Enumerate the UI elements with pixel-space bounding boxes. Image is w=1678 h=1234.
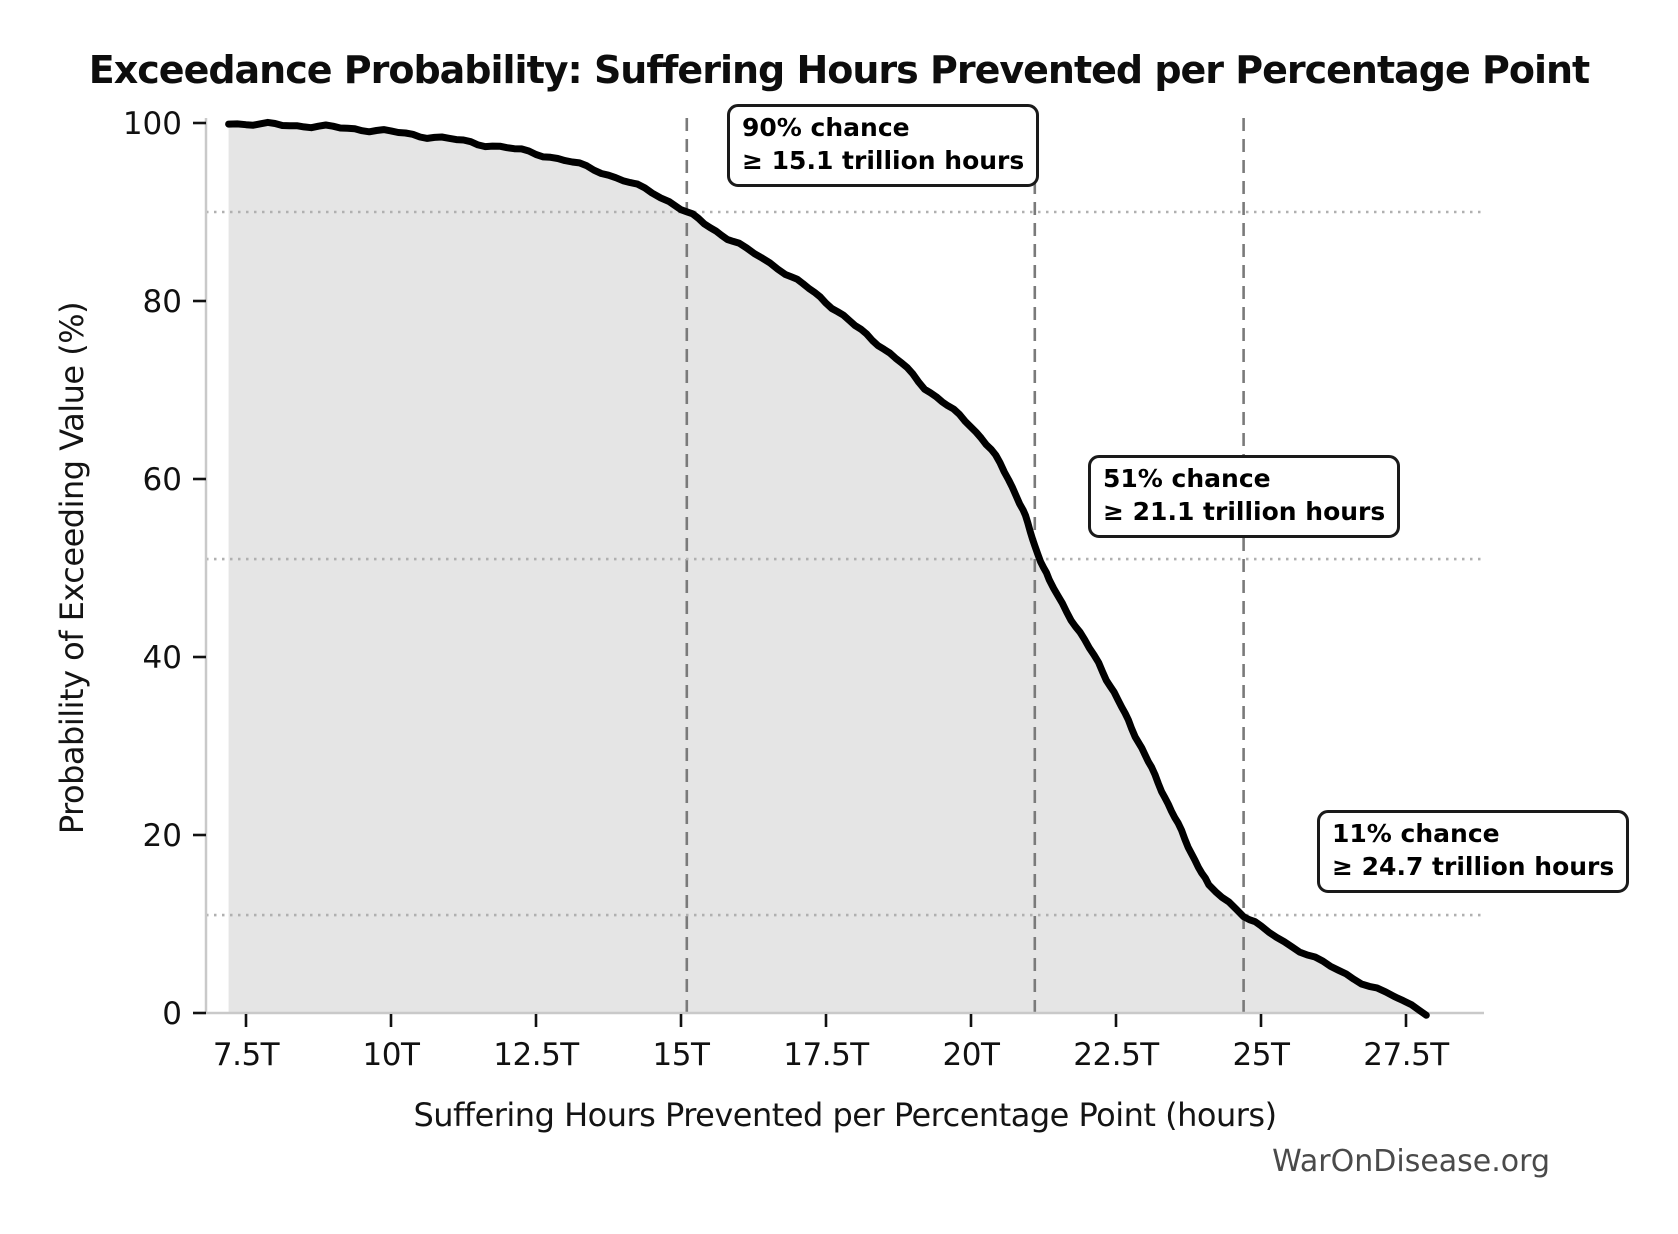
x-tick-label: 12.5T bbox=[493, 1037, 580, 1073]
callout-90-percent: 90% chance ≥ 15.1 trillion hours bbox=[727, 104, 1040, 187]
y-tick-label: 60 bbox=[143, 462, 182, 498]
x-tick-label: 22.5T bbox=[1073, 1037, 1160, 1073]
x-tick-label: 27.5T bbox=[1363, 1037, 1450, 1073]
callout-90-line1: 90% chance bbox=[742, 113, 910, 142]
x-tick-label: 17.5T bbox=[783, 1037, 870, 1073]
y-tick-label: 100 bbox=[123, 106, 182, 142]
y-tick-label: 40 bbox=[143, 640, 182, 676]
x-axis-label: Suffering Hours Prevented per Percentage… bbox=[413, 1096, 1277, 1134]
callout-51-line1: 51% chance bbox=[1103, 464, 1271, 493]
x-tick-label: 10T bbox=[363, 1037, 421, 1073]
callout-11-percent: 11% chance ≥ 24.7 trillion hours bbox=[1317, 810, 1630, 893]
callout-51-percent: 51% chance ≥ 21.1 trillion hours bbox=[1088, 455, 1401, 538]
x-tick-label: 25T bbox=[1233, 1037, 1291, 1073]
watermark-text: WarOnDisease.org bbox=[1272, 1144, 1550, 1179]
y-tick-label: 0 bbox=[162, 996, 182, 1032]
exceedance-curve bbox=[225, 118, 1430, 1019]
x-tick-label: 20T bbox=[943, 1037, 1001, 1073]
y-tick-label: 20 bbox=[143, 818, 182, 854]
y-axis-label: Probability of Exceeding Value (%) bbox=[53, 301, 91, 835]
curve-area-fill bbox=[228, 122, 1427, 1016]
callout-90-line2: ≥ 15.1 trillion hours bbox=[742, 145, 1025, 175]
x-tick-label: 15T bbox=[653, 1037, 711, 1073]
y-tick-label: 80 bbox=[143, 284, 182, 320]
chart-title: Exceedance Probability: Suffering Hours … bbox=[88, 48, 1590, 92]
callout-11-line2: ≥ 24.7 trillion hours bbox=[1332, 851, 1615, 881]
x-tick-label: 7.5T bbox=[213, 1037, 281, 1073]
callout-11-line1: 11% chance bbox=[1332, 819, 1500, 848]
callout-51-line2: ≥ 21.1 trillion hours bbox=[1103, 496, 1386, 526]
